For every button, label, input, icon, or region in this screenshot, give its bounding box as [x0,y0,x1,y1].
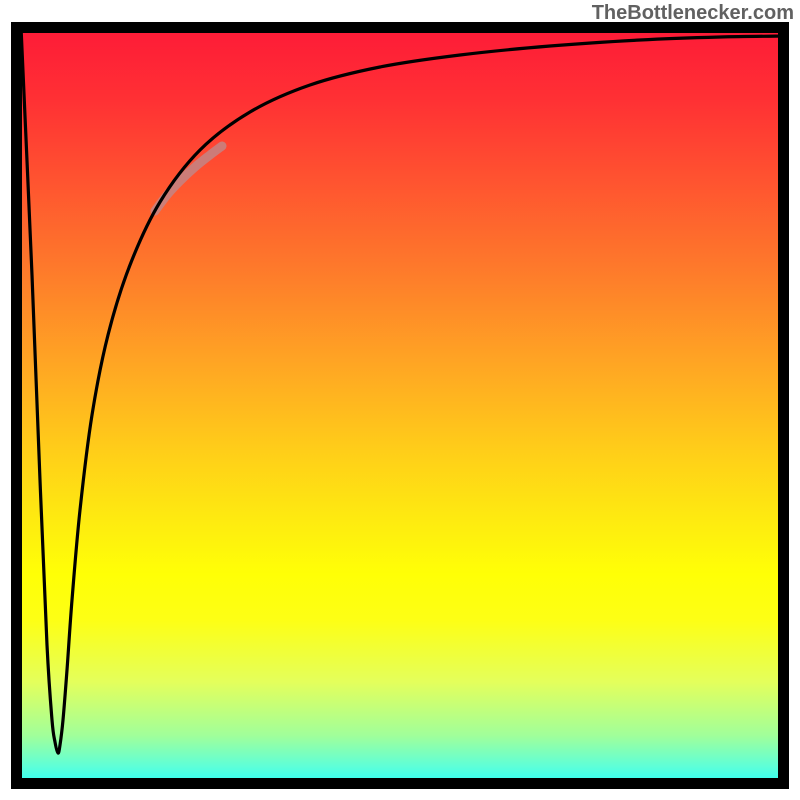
watermark-text: TheBottlenecker.com [592,2,794,25]
bottleneck-chart: TheBottlenecker.com [0,0,800,800]
chart-svg [0,0,800,800]
gradient-background [11,22,789,789]
